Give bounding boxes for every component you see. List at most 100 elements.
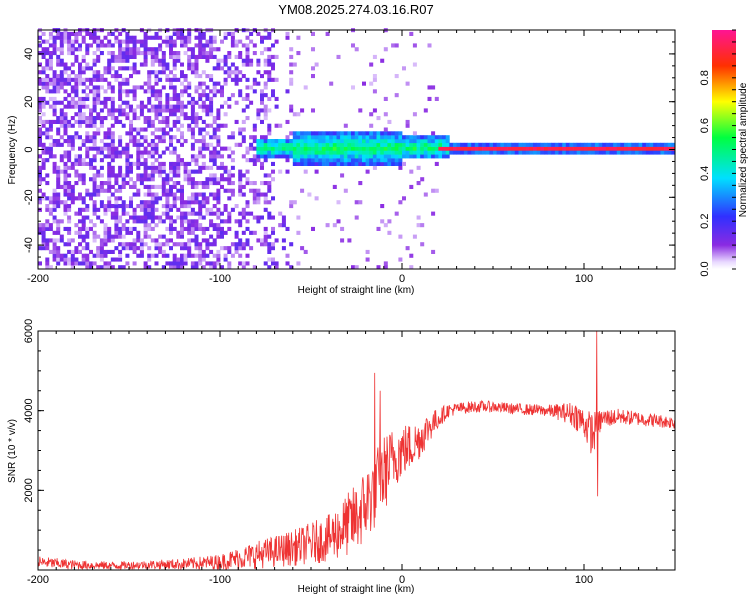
heatmap-cell — [52, 81, 57, 86]
heatmap-cell — [190, 47, 195, 52]
heatmap-cell — [529, 150, 534, 155]
heatmap-cell — [271, 146, 275, 151]
heatmap-cell — [38, 77, 42, 82]
heatmap-cell — [230, 181, 235, 186]
heatmap-cell — [147, 100, 152, 105]
heatmap-cell — [63, 161, 68, 166]
heatmap-cell — [125, 47, 130, 52]
heatmap-cell — [150, 204, 155, 209]
heatmap-cell — [201, 35, 206, 40]
heatmap-cell — [59, 108, 64, 113]
heatmap-cell — [554, 150, 559, 155]
heatmap-cell — [118, 96, 123, 101]
heatmap-cell — [365, 135, 370, 140]
heatmap-cell — [187, 47, 192, 52]
heatmap-cell — [63, 261, 68, 266]
heatmap-cell — [154, 158, 159, 163]
heatmap-cell — [183, 112, 188, 117]
heatmap-cell — [118, 39, 123, 44]
heatmap-cell — [503, 146, 508, 151]
heatmap-cell — [667, 146, 672, 151]
heatmap-cell — [307, 158, 312, 163]
heatmap-cell — [96, 127, 101, 132]
heatmap-cell — [78, 242, 82, 247]
heatmap-cell — [627, 142, 632, 147]
heatmap-cell — [187, 249, 192, 254]
heatmap-cell — [172, 150, 177, 155]
heatmap-cell — [409, 184, 414, 189]
heatmap-cell — [172, 265, 177, 270]
heatmap-cell — [453, 150, 457, 155]
heatmap-cell — [136, 173, 141, 178]
heatmap-cell — [118, 253, 123, 258]
heatmap-cell — [129, 200, 133, 205]
heatmap-cell — [125, 100, 130, 105]
heatmap-cell — [158, 93, 163, 98]
heatmap-cell — [405, 246, 410, 251]
heatmap-cell — [107, 265, 112, 270]
heatmap-cell — [278, 150, 283, 155]
heatmap-cell — [67, 181, 72, 186]
heatmap-cell — [201, 104, 206, 109]
heatmap-cell — [190, 265, 195, 270]
heatmap-cell — [150, 253, 155, 258]
heatmap-cell — [391, 135, 396, 140]
heatmap-cell — [41, 230, 46, 235]
heatmap-cell — [48, 135, 53, 140]
heatmap-cell — [150, 161, 155, 166]
heatmap-cell — [205, 196, 210, 201]
heatmap-cell — [129, 66, 133, 71]
heatmap-cell — [176, 196, 181, 201]
heatmap-cell — [114, 207, 119, 212]
heatmap-cell — [45, 204, 50, 209]
heatmap-cell — [161, 234, 166, 239]
heatmap-cell — [67, 81, 72, 86]
heatmap-cell — [114, 154, 119, 159]
heatmap-cell — [63, 127, 68, 132]
heatmap-cell — [445, 135, 450, 140]
heatmap-cell — [402, 146, 406, 151]
heatmap-cell — [38, 142, 42, 147]
heatmap-cell — [169, 161, 173, 166]
heatmap-cell — [132, 207, 137, 212]
heatmap-cell — [482, 150, 487, 155]
heatmap-cell — [78, 74, 82, 79]
heatmap-cell — [198, 207, 203, 212]
heatmap-cell — [85, 257, 90, 262]
heatmap-cell — [307, 192, 312, 197]
heatmap-cell — [449, 142, 454, 147]
heatmap-cell — [245, 43, 250, 48]
heatmap-cell — [161, 39, 166, 44]
heatmap-cell — [96, 43, 101, 48]
heatmap-cell — [38, 51, 42, 56]
heatmap-cell — [161, 131, 166, 136]
heatmap-cell — [241, 62, 246, 67]
heatmap-cell — [150, 226, 155, 231]
heatmap-cell — [423, 192, 428, 197]
heatmap-cell — [380, 158, 385, 163]
heatmap-cell — [638, 150, 643, 155]
heatmap-cell — [412, 234, 417, 239]
heatmap-cell — [67, 219, 72, 224]
heatmap-cell — [245, 253, 250, 258]
heatmap-cell — [223, 112, 228, 117]
heatmap-cell — [554, 142, 559, 147]
heatmap-cell — [223, 58, 228, 63]
heatmap-cell — [431, 146, 436, 151]
heatmap-cell — [234, 66, 239, 71]
heatmap-cell — [194, 161, 199, 166]
heatmap-cell — [267, 131, 272, 136]
heatmap-cell — [129, 74, 133, 79]
heatmap-cell — [180, 204, 184, 209]
heatmap-cell — [52, 85, 57, 90]
heatmap-cell — [358, 181, 363, 186]
heatmap-cell — [52, 253, 57, 258]
heatmap-cell — [190, 207, 195, 212]
heatmap-cell — [198, 43, 203, 48]
heatmap-cell — [362, 154, 366, 159]
heatmap-cell — [198, 226, 203, 231]
heatmap-cell — [223, 230, 228, 235]
heatmap-cell — [45, 246, 50, 251]
heatmap-cell — [383, 161, 388, 166]
heatmap-cell — [176, 31, 181, 36]
